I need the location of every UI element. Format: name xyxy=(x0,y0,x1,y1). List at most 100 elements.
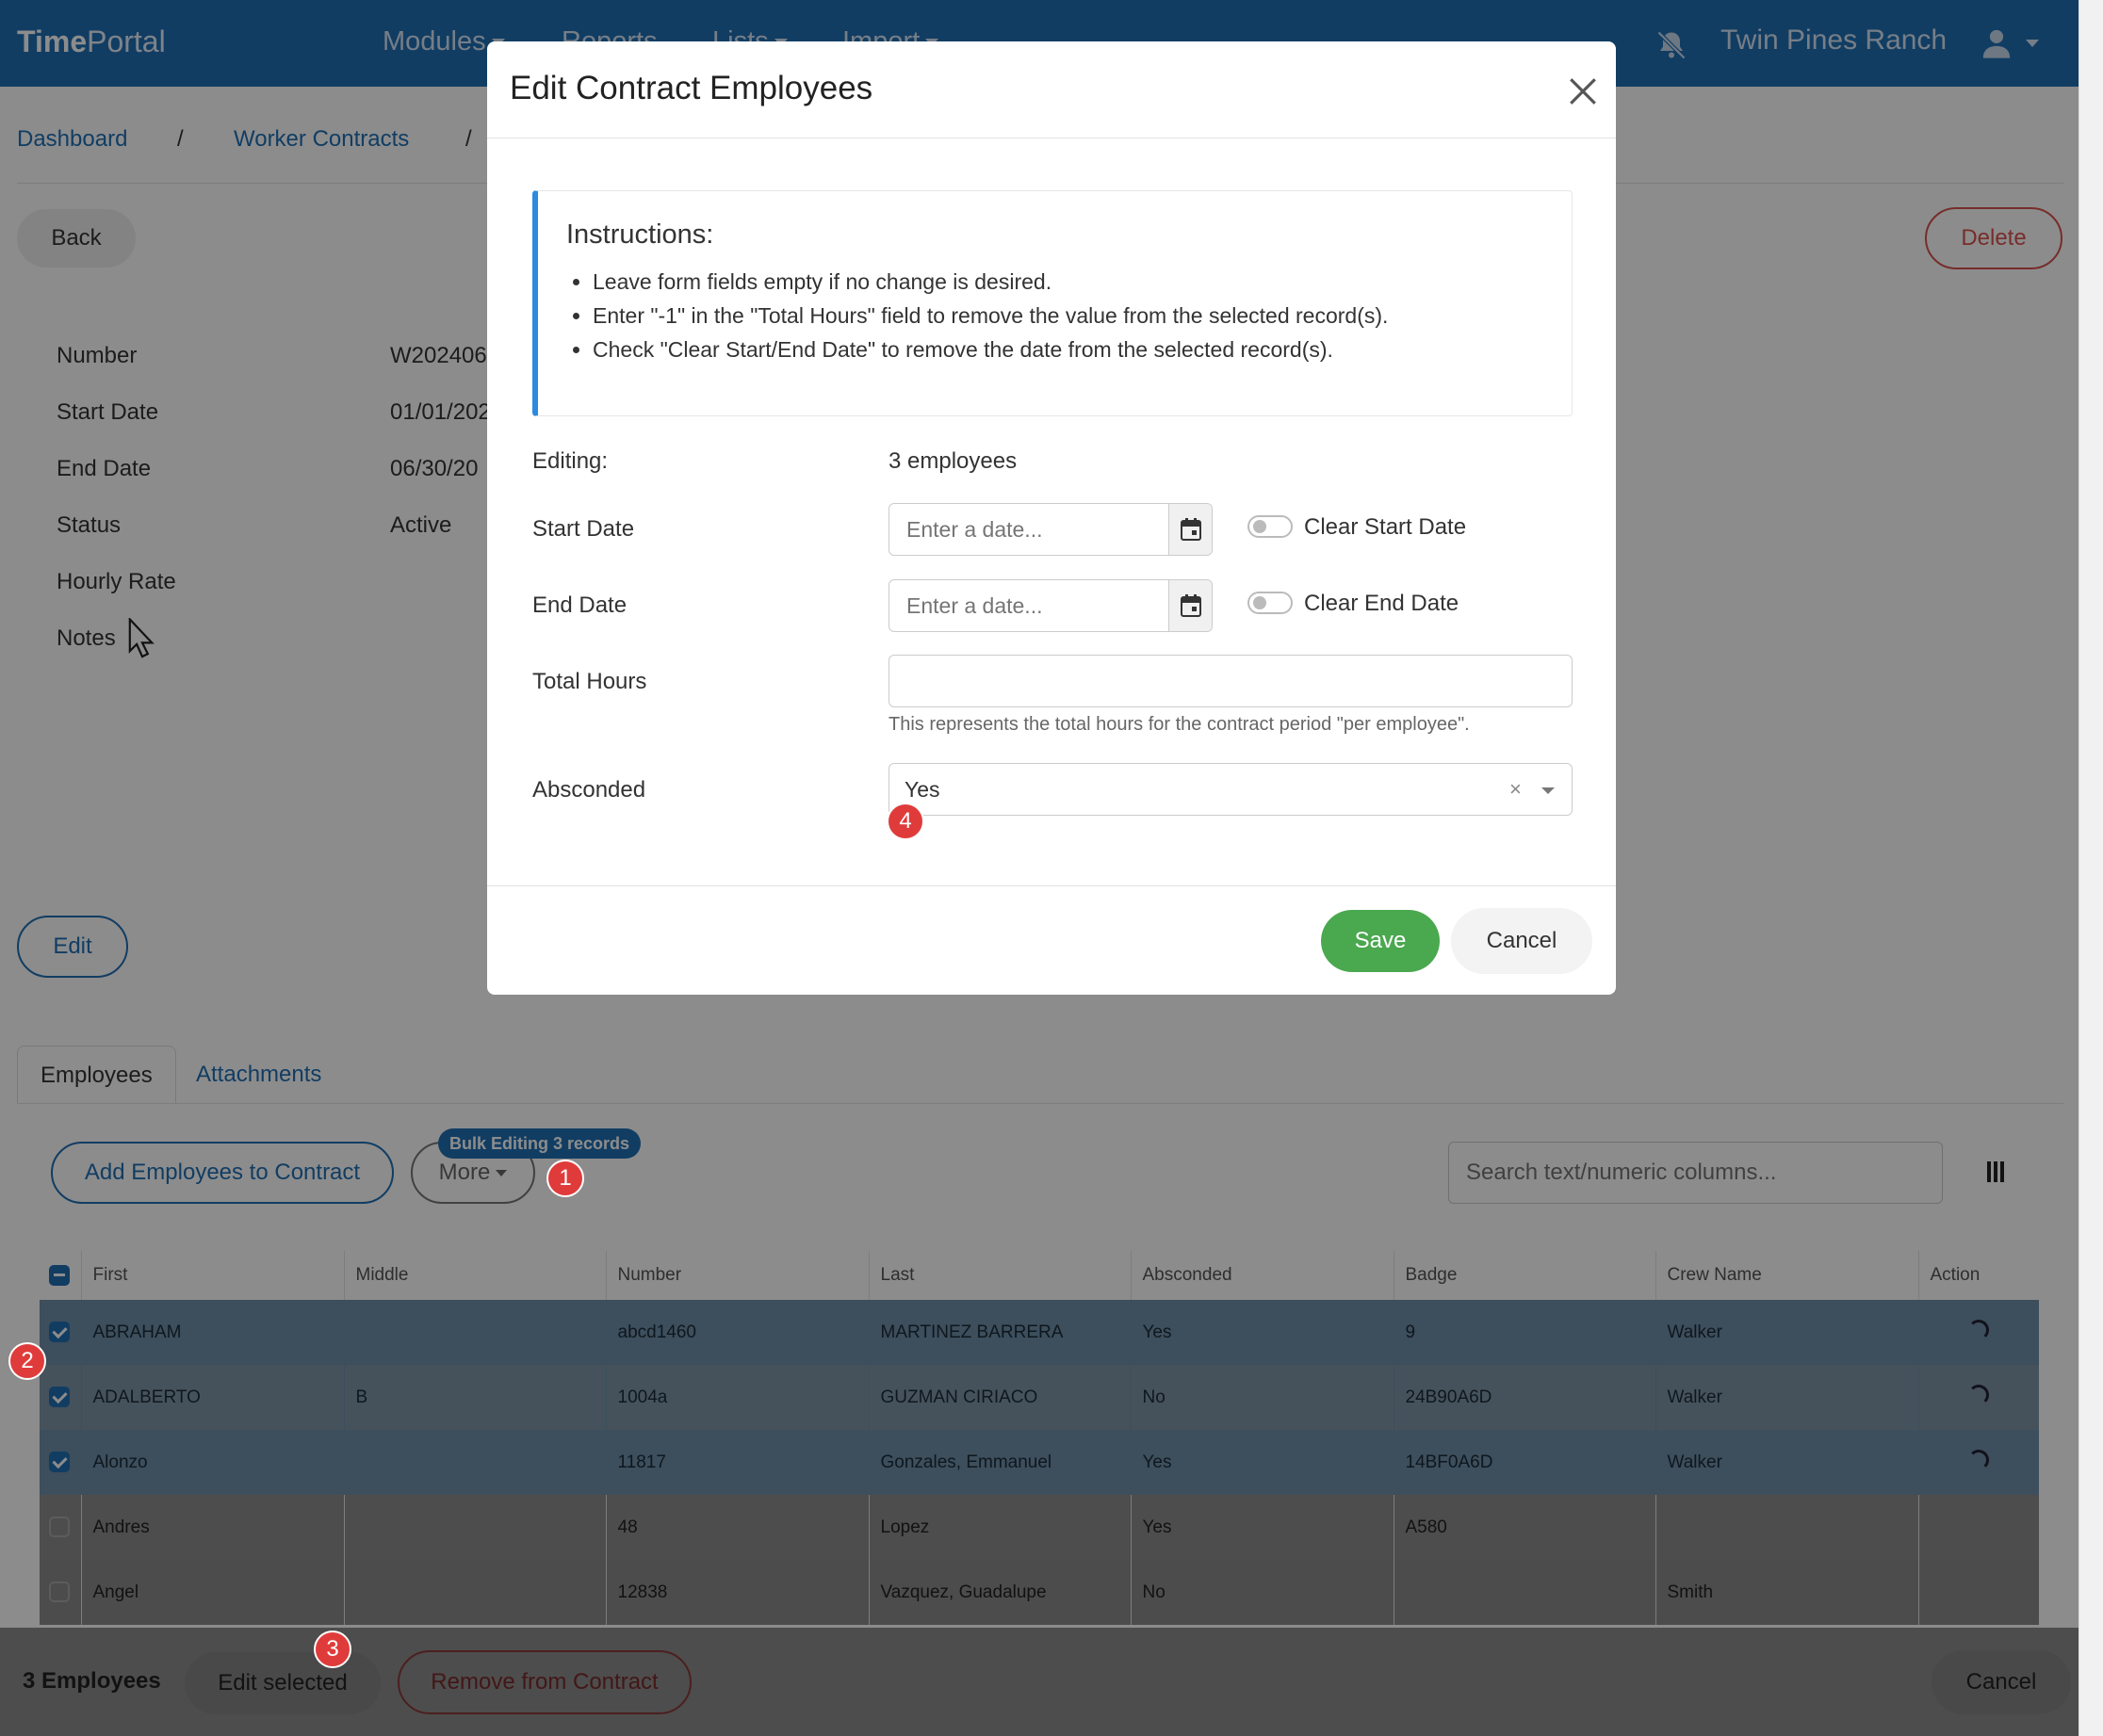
total-hours-input[interactable] xyxy=(888,655,1573,707)
detail-value-start-date: 01/01/202 xyxy=(390,399,491,425)
cell-action xyxy=(1918,1430,2039,1495)
row-checkbox[interactable] xyxy=(40,1365,82,1430)
row-checkbox[interactable] xyxy=(40,1495,82,1560)
cell-action xyxy=(1918,1300,2039,1365)
columns-icon[interactable] xyxy=(1986,1160,2005,1183)
tab-employees[interactable]: Employees xyxy=(17,1046,176,1104)
table-row[interactable]: ADALBERTO B 1004a GUZMAN CIRIACO No 24B9… xyxy=(40,1365,2039,1430)
cell-last: Vazquez, Guadalupe xyxy=(869,1560,1132,1625)
clear-selection-icon[interactable]: × xyxy=(1509,777,1522,801)
cell-absconded: Yes xyxy=(1131,1430,1394,1495)
cell-first: Alonzo xyxy=(81,1430,345,1495)
tab-attachments[interactable]: Attachments xyxy=(196,1062,322,1087)
absconded-select[interactable]: Yes × xyxy=(888,763,1573,816)
close-icon[interactable] xyxy=(1567,75,1599,107)
cell-action xyxy=(1918,1495,2039,1560)
col-header-middle[interactable]: Middle xyxy=(344,1251,607,1300)
user-icon[interactable] xyxy=(1981,26,2013,60)
cell-action xyxy=(1918,1560,2039,1625)
brand-logo[interactable]: TimePortal xyxy=(17,24,166,58)
cell-absconded: No xyxy=(1131,1560,1394,1625)
cell-last: Gonzales, Emmanuel xyxy=(869,1430,1132,1495)
bell-off-icon[interactable] xyxy=(1655,28,1688,62)
cell-crew-name: Walker xyxy=(1655,1300,1919,1365)
save-button[interactable]: Save xyxy=(1321,910,1440,972)
start-date-input[interactable] xyxy=(889,504,1170,555)
table-header-row: First Middle Number Last Absconded Badge… xyxy=(40,1251,2039,1300)
start-date-label: Start Date xyxy=(532,516,635,542)
page-scrollbar[interactable] xyxy=(2079,0,2103,1736)
cell-first: Angel xyxy=(81,1560,345,1625)
col-header-crew-name[interactable]: Crew Name xyxy=(1655,1251,1919,1300)
cell-number: 11817 xyxy=(606,1430,870,1495)
add-employees-button[interactable]: Add Employees to Contract xyxy=(51,1142,394,1204)
select-all-checkbox[interactable] xyxy=(40,1251,82,1300)
cell-last: GUZMAN CIRIACO xyxy=(869,1365,1132,1430)
back-button[interactable]: Back xyxy=(17,209,136,268)
cancel-button[interactable]: Cancel xyxy=(1451,908,1592,974)
calendar-icon xyxy=(1181,518,1201,541)
clear-start-date-toggle[interactable] xyxy=(1247,515,1293,538)
step-badge-1: 1 xyxy=(546,1160,584,1197)
start-date-calendar-button[interactable] xyxy=(1168,504,1212,555)
chevron-down-icon[interactable] xyxy=(1541,787,1555,794)
edit-selected-button[interactable]: Edit selected xyxy=(185,1652,381,1714)
instructions-list: Leave form fields empty if no change is … xyxy=(593,265,1573,366)
breadcrumb-worker-contracts[interactable]: Worker Contracts xyxy=(234,126,410,152)
cancel-selection-button[interactable]: Cancel xyxy=(1932,1650,2071,1714)
absconded-selected-value: Yes xyxy=(905,777,940,802)
chevron-down-icon xyxy=(496,1170,508,1177)
cell-badge xyxy=(1394,1560,1656,1625)
detail-label-number: Number xyxy=(57,343,138,368)
search-input[interactable] xyxy=(1448,1142,1943,1204)
ranch-name[interactable]: Twin Pines Ranch xyxy=(1720,24,1948,56)
clear-start-date-label[interactable]: Clear Start Date xyxy=(1304,514,1467,540)
cell-middle xyxy=(344,1300,607,1365)
step-badge-2: 2 xyxy=(8,1342,46,1380)
end-date-field[interactable] xyxy=(888,579,1213,632)
cell-absconded: Yes xyxy=(1131,1300,1394,1365)
selected-count: 3 Employees xyxy=(23,1668,161,1694)
end-date-input[interactable] xyxy=(889,580,1170,631)
col-header-absconded[interactable]: Absconded xyxy=(1131,1251,1394,1300)
loading-spinner-icon xyxy=(1968,1319,1990,1340)
table-row[interactable]: Andres 48 Lopez Yes A580 xyxy=(40,1495,2039,1560)
row-checkbox[interactable] xyxy=(40,1560,82,1625)
col-header-badge[interactable]: Badge xyxy=(1394,1251,1656,1300)
mouse-cursor-icon xyxy=(128,618,155,658)
total-hours-help-text: This represents the total hours for the … xyxy=(888,714,1470,735)
breadcrumb-dashboard[interactable]: Dashboard xyxy=(17,126,128,152)
chevron-down-icon[interactable] xyxy=(2026,40,2039,47)
row-checkbox[interactable] xyxy=(40,1300,82,1365)
modal-footer-divider xyxy=(487,885,1616,886)
cell-crew-name xyxy=(1655,1495,1919,1560)
cell-number: abcd1460 xyxy=(606,1300,870,1365)
table-row[interactable]: Angel 12838 Vazquez, Guadalupe No Smith xyxy=(40,1560,2039,1625)
modal-title: Edit Contract Employees xyxy=(510,70,873,106)
col-header-first[interactable]: First xyxy=(81,1251,345,1300)
remove-from-contract-button[interactable]: Remove from Contract xyxy=(398,1650,692,1714)
end-date-calendar-button[interactable] xyxy=(1168,580,1212,631)
editing-count: 3 employees xyxy=(888,448,1018,474)
col-header-number[interactable]: Number xyxy=(606,1251,870,1300)
nav-modules[interactable]: Modules xyxy=(383,26,505,57)
detail-label-end-date: End Date xyxy=(57,456,152,481)
col-header-action: Action xyxy=(1918,1251,2039,1300)
row-checkbox[interactable] xyxy=(40,1430,82,1495)
detail-label-hourly-rate: Hourly Rate xyxy=(57,569,176,594)
edit-button[interactable]: Edit xyxy=(17,916,128,978)
absconded-label: Absconded xyxy=(532,777,646,803)
tab-divider xyxy=(17,1103,2063,1104)
cell-first: Andres xyxy=(81,1495,345,1560)
clear-end-date-label[interactable]: Clear End Date xyxy=(1304,591,1459,616)
cell-action xyxy=(1918,1365,2039,1430)
clear-end-date-toggle[interactable] xyxy=(1247,592,1293,614)
breadcrumb-separator: / xyxy=(177,126,184,152)
start-date-field[interactable] xyxy=(888,503,1213,556)
col-header-last[interactable]: Last xyxy=(869,1251,1132,1300)
table-row[interactable]: ABRAHAM abcd1460 MARTINEZ BARRERA Yes 9 … xyxy=(40,1300,2039,1365)
cell-middle xyxy=(344,1560,607,1625)
delete-button[interactable]: Delete xyxy=(1925,207,2062,269)
table-row[interactable]: Alonzo 11817 Gonzales, Emmanuel Yes 14BF… xyxy=(40,1430,2039,1495)
cell-last: MARTINEZ BARRERA xyxy=(869,1300,1132,1365)
